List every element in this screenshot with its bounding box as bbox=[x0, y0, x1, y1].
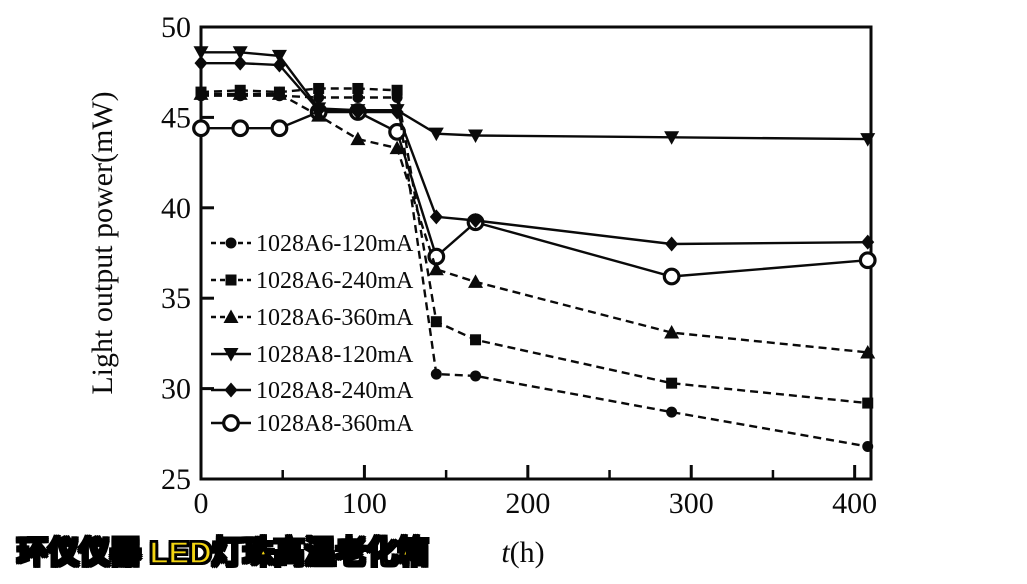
marker-triangle-down-filled bbox=[193, 46, 209, 60]
legend-label: 1028A6-360mA bbox=[256, 305, 414, 331]
marker-circle-filled bbox=[234, 90, 246, 102]
marker-triangle-down-filled bbox=[468, 129, 484, 143]
marker-square-filled bbox=[430, 316, 442, 328]
marker-diamond-filled bbox=[469, 212, 483, 228]
legend-item-1028A8-360mA: 1028A8-360mA bbox=[211, 411, 414, 437]
marker-diamond-filled bbox=[861, 234, 875, 250]
x-tick-label: 200 bbox=[505, 487, 550, 520]
marker-square-filled bbox=[313, 82, 325, 94]
marker-circle-filled bbox=[273, 90, 285, 102]
legend-label: 1028A8-240mA bbox=[256, 378, 414, 404]
y-tick-label: 50 bbox=[161, 11, 191, 44]
legend-item-1028A6-120mA: 1028A6-120mA bbox=[211, 231, 414, 257]
marker-circle-filled bbox=[391, 92, 403, 104]
marker-triangle-up-filled bbox=[389, 140, 405, 155]
series-line bbox=[200, 87, 868, 405]
y-axis-title: Light output power(mW) bbox=[86, 91, 119, 395]
legend-item-1028A6-360mA: 1028A6-360mA bbox=[211, 305, 414, 331]
series-1028A6-120mA bbox=[195, 90, 874, 452]
x-tick-label: 100 bbox=[342, 487, 387, 520]
marker-triangle-down-filled bbox=[860, 133, 876, 147]
marker-square-filled bbox=[391, 84, 403, 96]
marker-triangle-up-filled bbox=[350, 131, 366, 146]
legend-item-1028A8-240mA: 1028A8-240mA bbox=[211, 378, 414, 404]
marker-square-filled bbox=[862, 397, 874, 409]
series-line bbox=[201, 94, 868, 448]
marker-diamond-filled bbox=[194, 55, 208, 71]
marker-triangle-down-filled bbox=[271, 49, 287, 64]
marker-triangle-down-filled bbox=[232, 46, 248, 60]
x-tick-label: 400 bbox=[832, 487, 877, 520]
marker-circle-open bbox=[231, 119, 250, 138]
marker-circle-filled bbox=[195, 90, 207, 102]
series-line bbox=[201, 51, 868, 141]
marker-circle-filled bbox=[862, 440, 874, 452]
marker-square-filled bbox=[666, 377, 678, 389]
series-line bbox=[201, 110, 868, 278]
marker-circle-filled bbox=[352, 92, 364, 104]
y-tick-label: 25 bbox=[161, 463, 191, 496]
marker-triangle-down-filled bbox=[664, 131, 680, 145]
marker-circle-open bbox=[222, 414, 240, 432]
marker-diamond-filled bbox=[224, 382, 238, 398]
marker-triangle-up-filled bbox=[664, 325, 680, 339]
marker-triangle-up-filled bbox=[860, 344, 876, 359]
marker-square-filled bbox=[225, 274, 237, 286]
marker-circle-filled bbox=[430, 368, 442, 380]
marker-circle-open bbox=[192, 119, 210, 138]
marker-circle-open bbox=[270, 119, 289, 138]
y-tick-label: 40 bbox=[161, 192, 191, 225]
marker-circle-filled bbox=[225, 237, 237, 249]
marker-triangle-up-filled bbox=[428, 261, 444, 276]
marker-triangle-up-filled bbox=[468, 274, 484, 288]
marker-triangle-down-filled bbox=[223, 348, 239, 362]
marker-circle-open bbox=[858, 251, 877, 270]
marker-diamond-filled bbox=[233, 55, 247, 71]
series-line bbox=[201, 92, 868, 354]
x-axis-title: t(h) bbox=[463, 536, 583, 570]
caption-watermark: 环仪仪器 LED灯珠高温老化箱 bbox=[16, 534, 429, 571]
legend-item-1028A6-240mA: 1028A6-240mA bbox=[211, 268, 414, 294]
marker-diamond-filled bbox=[665, 236, 679, 252]
marker-diamond-filled bbox=[429, 209, 443, 225]
legend-label: 1028A8-120mA bbox=[256, 342, 414, 368]
legend-item-1028A8-120mA: 1028A8-120mA bbox=[211, 342, 414, 368]
marker-circle-open bbox=[662, 267, 681, 286]
marker-triangle-down-filled bbox=[428, 127, 444, 142]
marker-circle-filled bbox=[313, 92, 325, 104]
x-tick-label: 300 bbox=[669, 487, 714, 520]
y-tick-label: 45 bbox=[161, 101, 191, 134]
marker-circle-filled bbox=[666, 406, 678, 418]
legend-label: 1028A8-360mA bbox=[256, 411, 414, 437]
legend-label: 1028A6-120mA bbox=[256, 231, 414, 257]
marker-triangle-up-filled bbox=[223, 309, 239, 323]
marker-square-filled bbox=[352, 82, 364, 94]
x-axis-title-unit: (h) bbox=[509, 536, 545, 569]
series-1028A8-120mA bbox=[193, 46, 876, 147]
marker-circle-filled bbox=[470, 370, 482, 382]
marker-square-filled bbox=[470, 334, 482, 346]
legend: 1028A6-120mA 1028A6-240mA 1028A6-360mA 1028… bbox=[211, 231, 414, 437]
series-line bbox=[201, 62, 868, 246]
y-tick-label: 30 bbox=[161, 373, 191, 406]
marker-diamond-filled bbox=[272, 57, 286, 73]
x-axis-title-variable: t bbox=[501, 536, 510, 569]
marker-triangle-up-filled bbox=[311, 108, 327, 122]
x-tick-label: 0 bbox=[194, 487, 209, 520]
legend-label: 1028A6-240mA bbox=[256, 268, 414, 294]
marker-triangle-down-filled bbox=[350, 104, 366, 118]
y-tick-label: 35 bbox=[161, 282, 191, 315]
